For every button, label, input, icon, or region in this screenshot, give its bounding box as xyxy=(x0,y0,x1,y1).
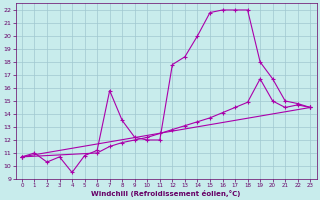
X-axis label: Windchill (Refroidissement éolien,°C): Windchill (Refroidissement éolien,°C) xyxy=(92,190,241,197)
